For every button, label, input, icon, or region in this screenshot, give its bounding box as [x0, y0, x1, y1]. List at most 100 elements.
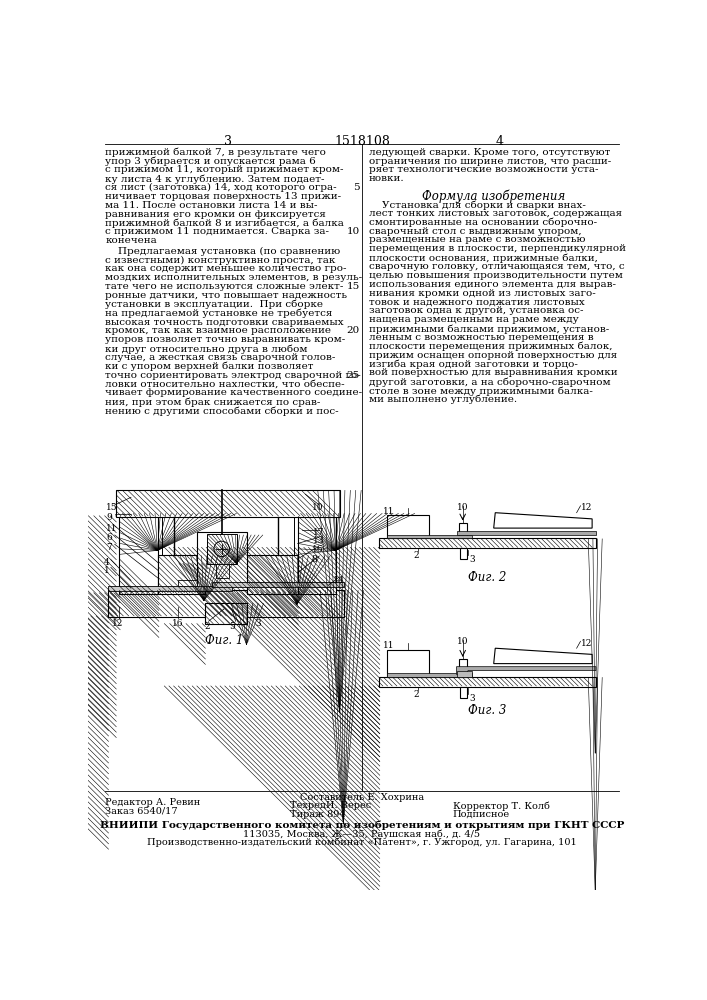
Text: целью повышения производительности путем: целью повышения производительности путем [369, 271, 623, 280]
Text: ся лист (заготовка) 14, ход которого огра-: ся лист (заготовка) 14, ход которого огр… [105, 183, 337, 192]
Text: 11: 11 [383, 641, 395, 650]
Text: 12: 12 [580, 639, 592, 648]
Text: ми выполнено углубление.: ми выполнено углубление. [369, 395, 517, 404]
Polygon shape [247, 555, 298, 594]
Text: 5: 5 [230, 622, 235, 631]
Text: нению с другими способами сборки и пос-: нению с другими способами сборки и пос- [105, 406, 339, 416]
Polygon shape [387, 650, 429, 677]
Text: использования единого элемента для вырав-: использования единого элемента для вырав… [369, 280, 616, 289]
Text: заготовок одна к другой, установка ос-: заготовок одна к другой, установка ос- [369, 306, 583, 315]
Text: товок и надежного поджатия листовых: товок и надежного поджатия листовых [369, 297, 585, 306]
Text: ряет технологические возможности уста-: ряет технологические возможности уста- [369, 165, 598, 174]
Text: Корректор Т. Колб: Корректор Т. Колб [452, 801, 549, 811]
Text: ловки относительно нахлестки, что обеспе-: ловки относительно нахлестки, что обеспе… [105, 379, 345, 388]
Text: 6: 6 [106, 533, 112, 542]
Text: ния, при этом брак снижается по срав-: ния, при этом брак снижается по срав- [105, 397, 321, 407]
Text: равнивания его кромки он фиксируется: равнивания его кромки он фиксируется [105, 210, 327, 219]
Text: 2: 2 [414, 551, 419, 560]
Polygon shape [459, 523, 467, 538]
Text: Заказ 6540/17: Заказ 6540/17 [105, 806, 178, 815]
Text: вой поверхностью для выравнивания кромки: вой поверхностью для выравнивания кромки [369, 368, 617, 377]
Circle shape [214, 541, 230, 557]
Text: перемещения в плоскости, перпендикулярной: перемещения в плоскости, перпендикулярно… [369, 244, 626, 253]
Polygon shape [298, 513, 337, 594]
Text: чивает формирование качественного соедине-: чивает формирование качественного соедин… [105, 388, 363, 397]
Text: 14: 14 [332, 576, 344, 585]
Text: 2: 2 [204, 622, 210, 631]
Text: 12: 12 [580, 503, 592, 512]
Text: ронные датчики, что повышает надежность: ронные датчики, что повышает надежность [105, 291, 347, 300]
Text: плоскости основания, прижимные балки,: плоскости основания, прижимные балки, [369, 253, 598, 263]
Text: столе в зоне между прижимными балка-: столе в зоне между прижимными балка- [369, 386, 592, 396]
Text: Предлагаемая установка (по сравнению: Предлагаемая установка (по сравнению [105, 247, 341, 256]
Text: Тираж 894: Тираж 894 [290, 810, 346, 819]
Text: нивания кромки одной из листовых заго-: нивания кромки одной из листовых заго- [369, 289, 596, 298]
Text: Фиг. 2: Фиг. 2 [468, 571, 507, 584]
Text: ки друг относительно друга в любом: ки друг относительно друга в любом [105, 344, 308, 354]
Text: моздких исполнительных элементов, в резуль-: моздких исполнительных элементов, в резу… [105, 273, 363, 282]
Polygon shape [493, 648, 592, 664]
Polygon shape [379, 677, 596, 687]
Text: размещенные на раме с возможностью: размещенные на раме с возможностью [369, 235, 585, 244]
Text: прижим оснащен опорной поверхностью для: прижим оснащен опорной поверхностью для [369, 351, 617, 360]
Text: случае, а жесткая связь сварочной голов-: случае, а жесткая связь сварочной голов- [105, 353, 336, 362]
Text: прижимной балкой 7, в результате чего: прижимной балкой 7, в результате чего [105, 148, 327, 157]
Text: 13: 13 [313, 536, 325, 545]
Polygon shape [107, 586, 232, 591]
Polygon shape [460, 687, 467, 698]
Text: 9: 9 [106, 513, 112, 522]
Text: ма 11. После остановки листа 14 и вы-: ма 11. После остановки листа 14 и вы- [105, 201, 318, 210]
Text: ку листа 4 к углублению. Затем подает-: ку листа 4 к углублению. Затем подает- [105, 174, 325, 184]
Text: Редактор А. Ревин: Редактор А. Ревин [105, 798, 201, 807]
Text: Фиг. 3: Фиг. 3 [468, 704, 507, 717]
Text: 25: 25 [346, 371, 360, 380]
Polygon shape [457, 531, 596, 535]
Text: высокая точность подготовки свариваемых: высокая точность подготовки свариваемых [105, 318, 344, 327]
Text: сварочную головку, отличающаяся тем, что, с: сварочную головку, отличающаяся тем, что… [369, 262, 624, 271]
Text: ледующей сварки. Кроме того, отсутствуют: ледующей сварки. Кроме того, отсутствуют [369, 148, 610, 157]
Text: прижимной балкой 8 и изгибается, а балка: прижимной балкой 8 и изгибается, а балка [105, 219, 344, 228]
Text: 15: 15 [106, 503, 118, 512]
Polygon shape [379, 538, 596, 548]
Text: 10: 10 [312, 503, 323, 512]
Text: 7: 7 [106, 543, 112, 552]
Text: 4: 4 [495, 135, 503, 148]
Text: на предлагаемой установке не требуется: на предлагаемой установке не требуется [105, 309, 333, 318]
Text: плоскости перемещения прижимных балок,: плоскости перемещения прижимных балок, [369, 342, 612, 351]
Polygon shape [457, 667, 596, 674]
Text: смонтированные на основании сборочно-: смонтированные на основании сборочно- [369, 218, 597, 227]
Text: 3: 3 [469, 694, 474, 703]
Polygon shape [158, 555, 204, 594]
Polygon shape [387, 535, 472, 538]
Text: ВНИИПИ Государственного комитета по изобретениям и открытиям при ГКНТ СССР: ВНИИПИ Государственного комитета по изоб… [100, 821, 624, 830]
Text: 5: 5 [353, 183, 360, 192]
Text: упоров позволяет точно выравнивать кром-: упоров позволяет точно выравнивать кром- [105, 335, 346, 344]
Text: изгиба края одной заготовки и торцо-: изгиба края одной заготовки и торцо- [369, 359, 578, 369]
Text: Фиг. 1: Фиг. 1 [205, 634, 243, 647]
Text: 3: 3 [224, 135, 232, 148]
Text: ТехредИ. Верес: ТехредИ. Верес [290, 801, 371, 810]
Text: 11: 11 [106, 524, 117, 533]
Text: 20: 20 [346, 326, 360, 335]
Text: 3: 3 [469, 555, 474, 564]
Text: ки с упором верхней балки позволяет: ки с упором верхней балки позволяет [105, 362, 314, 371]
Text: другой заготовки, а на сборочно-сварочном: другой заготовки, а на сборочно-сварочно… [369, 377, 611, 387]
Text: 3: 3 [255, 619, 261, 628]
Text: 16: 16 [172, 619, 184, 628]
Text: нащена размещенным на раме между: нащена размещенным на раме между [369, 315, 578, 324]
Text: 1518108: 1518108 [334, 135, 390, 148]
Polygon shape [107, 590, 344, 617]
Text: 12: 12 [112, 619, 123, 628]
Text: ограничения по ширине листов, что расши-: ограничения по ширине листов, что расши- [369, 157, 611, 166]
Polygon shape [460, 548, 467, 559]
Text: Производственно-издательский комбинат «Патент», г. Ужгород, ул. Гагарина, 101: Производственно-издательский комбинат «П… [147, 838, 577, 847]
Polygon shape [212, 582, 344, 587]
Polygon shape [459, 659, 467, 677]
Text: лест тонких листовых заготовок, содержащая: лест тонких листовых заготовок, содержащ… [369, 209, 622, 218]
Text: 10: 10 [457, 637, 468, 646]
Polygon shape [457, 671, 472, 677]
Text: установки в эксплуатации.  При сборке: установки в эксплуатации. При сборке [105, 300, 323, 309]
Text: 1: 1 [104, 566, 110, 575]
Text: Установка для сборки и сварки внах-: Установка для сборки и сварки внах- [369, 200, 586, 210]
Text: новки.: новки. [369, 174, 404, 183]
